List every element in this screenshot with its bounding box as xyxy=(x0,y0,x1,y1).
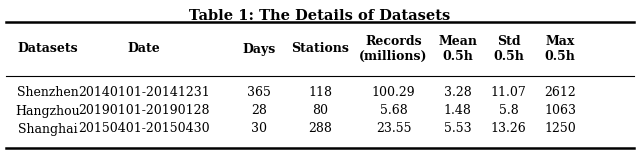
Text: 2612: 2612 xyxy=(544,87,576,100)
Text: 20140101-20141231: 20140101-20141231 xyxy=(78,87,210,100)
Text: Datasets: Datasets xyxy=(18,42,78,56)
Text: Table 1: The Details of Datasets: Table 1: The Details of Datasets xyxy=(189,9,451,23)
Text: Records
(millions): Records (millions) xyxy=(359,35,428,63)
Text: 1063: 1063 xyxy=(544,104,576,117)
Text: Hangzhou: Hangzhou xyxy=(16,104,80,117)
Text: 118: 118 xyxy=(308,87,332,100)
Text: 288: 288 xyxy=(308,122,332,135)
Text: Shenzhen: Shenzhen xyxy=(17,87,79,100)
Text: 28: 28 xyxy=(252,104,267,117)
Text: 1250: 1250 xyxy=(544,122,576,135)
Text: 3.28: 3.28 xyxy=(444,87,472,100)
Text: 20190101-20190128: 20190101-20190128 xyxy=(78,104,210,117)
Text: 5.53: 5.53 xyxy=(444,122,472,135)
Text: 20150401-20150430: 20150401-20150430 xyxy=(78,122,210,135)
Text: Std
0.5h: Std 0.5h xyxy=(493,35,524,63)
Text: Mean
0.5h: Mean 0.5h xyxy=(438,35,477,63)
Text: 23.55: 23.55 xyxy=(376,122,412,135)
Text: Shanghai: Shanghai xyxy=(18,122,78,135)
Text: Max
0.5h: Max 0.5h xyxy=(545,35,575,63)
Text: 5.68: 5.68 xyxy=(380,104,408,117)
Text: 100.29: 100.29 xyxy=(372,87,415,100)
Text: 365: 365 xyxy=(247,87,271,100)
Text: 5.8: 5.8 xyxy=(499,104,518,117)
Text: 80: 80 xyxy=(312,104,328,117)
Text: Days: Days xyxy=(243,42,276,56)
Text: 30: 30 xyxy=(252,122,268,135)
Text: 1.48: 1.48 xyxy=(444,104,472,117)
Text: Date: Date xyxy=(127,42,161,56)
Text: 13.26: 13.26 xyxy=(491,122,527,135)
Text: 11.07: 11.07 xyxy=(491,87,527,100)
Text: Stations: Stations xyxy=(291,42,349,56)
